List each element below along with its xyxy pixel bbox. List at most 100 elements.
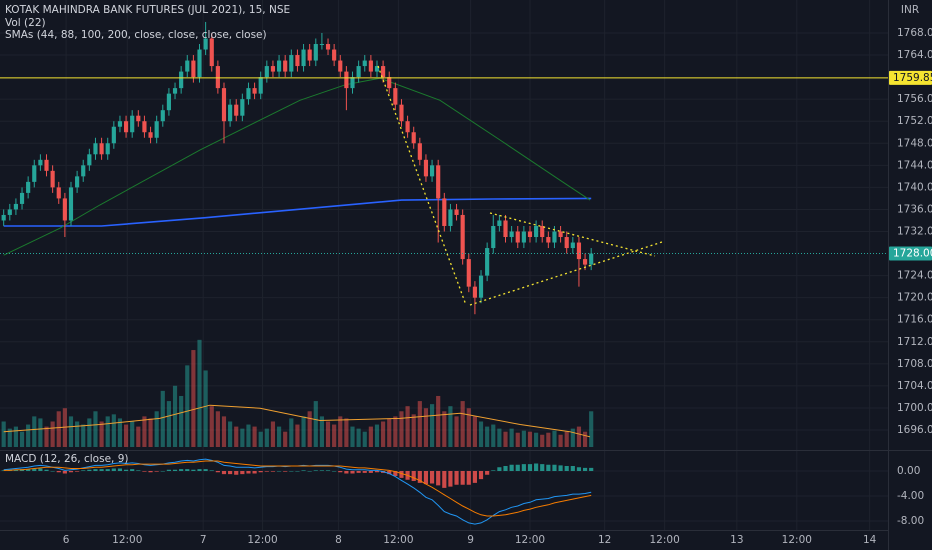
volume-bar bbox=[417, 401, 422, 447]
macd-histogram-bar bbox=[374, 471, 380, 473]
y-tick-label: 1712.00 bbox=[897, 336, 932, 348]
volume-bar bbox=[460, 401, 465, 447]
volume-bar bbox=[221, 416, 227, 447]
candle-body bbox=[142, 121, 147, 133]
trendline bbox=[489, 212, 656, 257]
volume-bar bbox=[191, 350, 196, 447]
candle-body bbox=[154, 121, 159, 138]
macd-histogram-bar bbox=[172, 469, 178, 471]
candle-body bbox=[203, 38, 208, 50]
candle-body bbox=[246, 88, 251, 100]
macd-histogram-bar bbox=[478, 471, 484, 480]
x-tick-label: 12:00 bbox=[247, 534, 277, 546]
candle-body bbox=[436, 165, 441, 199]
candle-body bbox=[576, 242, 582, 260]
volume-bar bbox=[56, 411, 61, 447]
macd-histogram-bar bbox=[448, 471, 453, 487]
volume-bar bbox=[117, 418, 123, 447]
volume-bar bbox=[332, 424, 337, 447]
volume-bar bbox=[295, 424, 300, 447]
volume-bar bbox=[381, 421, 386, 447]
candle-body bbox=[105, 143, 110, 155]
volume-bar bbox=[411, 414, 416, 447]
macd-histogram-bar bbox=[589, 467, 594, 471]
candle-body bbox=[374, 66, 380, 72]
candle-body bbox=[540, 225, 545, 238]
candle-body bbox=[442, 198, 447, 226]
macd-histogram-bar bbox=[179, 469, 184, 471]
candle-body bbox=[448, 209, 453, 226]
volume-bar bbox=[252, 426, 257, 447]
macd-histogram-bar bbox=[50, 471, 55, 472]
volume-bar bbox=[148, 418, 153, 447]
candle-body bbox=[93, 143, 98, 155]
volume-bar bbox=[130, 421, 135, 447]
volume-bar bbox=[454, 416, 459, 447]
candle-body bbox=[130, 115, 135, 133]
volume-bar bbox=[515, 432, 520, 447]
x-tick-label: 12:00 bbox=[649, 534, 679, 546]
candle-body bbox=[393, 88, 398, 105]
candle-body bbox=[527, 231, 533, 238]
macd-histogram-bar bbox=[38, 468, 43, 471]
volume-bar bbox=[436, 395, 441, 447]
volume-bar bbox=[283, 431, 288, 447]
volume-bar bbox=[466, 408, 471, 447]
volume-bar bbox=[405, 406, 410, 447]
x-tick-label: 13 bbox=[730, 534, 743, 546]
legend: KOTAK MAHINDRA BANK FUTURES (JUL 2021), … bbox=[5, 4, 290, 465]
macd-histogram-bar bbox=[136, 470, 141, 471]
volume-bar bbox=[472, 416, 477, 447]
x-tick-label: 7 bbox=[200, 534, 207, 546]
candle-body bbox=[534, 225, 539, 238]
macd-histogram-bar bbox=[319, 470, 324, 471]
plot bbox=[0, 21, 888, 525]
y-tick-label: 0.00 bbox=[897, 465, 920, 477]
volume-label: Vol (22) bbox=[5, 17, 46, 29]
candle-body bbox=[570, 242, 575, 249]
volume-bar bbox=[234, 426, 239, 447]
macd-histogram-bar bbox=[203, 469, 208, 471]
macd-histogram-bar bbox=[307, 471, 312, 472]
macd-histogram-bar bbox=[460, 471, 465, 485]
macd-histogram-bar bbox=[117, 468, 123, 471]
volume-bar bbox=[215, 411, 220, 447]
macd-histogram-bar bbox=[154, 471, 159, 472]
macd-histogram-bar bbox=[423, 471, 429, 485]
price-label: 1759.85 bbox=[893, 72, 932, 84]
y-tick-label: -8.00 bbox=[897, 515, 924, 527]
volume-bar bbox=[534, 432, 539, 447]
macd-histogram-bar bbox=[552, 464, 557, 471]
volume-bar bbox=[209, 406, 214, 447]
macd-histogram-bar bbox=[87, 469, 92, 471]
volume-bar bbox=[276, 426, 282, 447]
volume-bar bbox=[289, 418, 294, 447]
volume-bar bbox=[497, 428, 502, 447]
macd-histogram-bar bbox=[485, 471, 490, 475]
volume-bar bbox=[44, 426, 49, 447]
macd-histogram-bar bbox=[221, 471, 227, 475]
volume-bar bbox=[319, 416, 324, 447]
volume-bar bbox=[491, 424, 496, 447]
x-tick-label: 6 bbox=[63, 534, 70, 546]
macd-histogram-bar bbox=[283, 471, 288, 472]
volume-bar bbox=[503, 431, 508, 447]
volume-bar bbox=[68, 416, 74, 447]
macd-histogram-bar bbox=[301, 470, 306, 471]
volume-bar bbox=[166, 401, 171, 447]
volume-bar bbox=[301, 416, 306, 447]
candle-body bbox=[325, 44, 331, 50]
volume-bar bbox=[264, 428, 269, 447]
candle-body bbox=[1, 214, 6, 221]
candle-body bbox=[7, 209, 12, 215]
volume-bar bbox=[19, 431, 25, 447]
volume-bar bbox=[338, 416, 343, 447]
macd-histogram-bar bbox=[197, 469, 202, 471]
chart-title: KOTAK MAHINDRA BANK FUTURES (JUL 2021), … bbox=[5, 4, 290, 16]
y-tick-label: 1704.00 bbox=[897, 380, 932, 392]
candle-body bbox=[228, 104, 233, 122]
macd-histogram-bar bbox=[393, 471, 398, 476]
macd-histogram-bar bbox=[99, 469, 104, 471]
